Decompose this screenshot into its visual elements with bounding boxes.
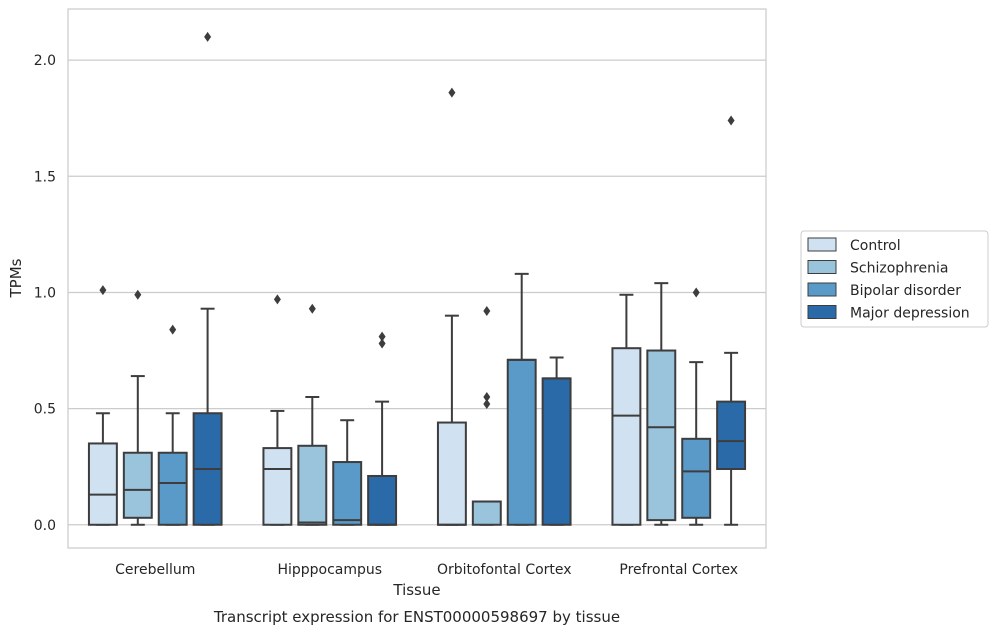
outlier-point bbox=[378, 338, 386, 349]
box-body bbox=[297, 444, 328, 526]
box-control bbox=[436, 87, 467, 526]
box-schizophrenia bbox=[646, 282, 677, 526]
box-control bbox=[87, 285, 118, 526]
y-tick-label: 1.5 bbox=[34, 169, 56, 185]
box-body bbox=[157, 451, 188, 526]
outlier-point bbox=[134, 289, 142, 300]
box-body bbox=[87, 442, 118, 526]
outlier-point bbox=[204, 31, 212, 42]
legend: Control Schizophrenia Bipolar disorder Majo… bbox=[800, 230, 989, 328]
legend-swatch bbox=[807, 260, 837, 274]
box-major-depression bbox=[541, 356, 572, 526]
outlier-point bbox=[378, 331, 386, 342]
x-tick-labels: Cerebellum Hipppocampus Orbitofontal Corte… bbox=[115, 562, 738, 578]
plot-frame bbox=[67, 8, 767, 549]
box-control bbox=[262, 294, 293, 526]
box-schizophrenia bbox=[122, 289, 153, 526]
y-tick-label: 1.0 bbox=[34, 285, 56, 301]
box-body bbox=[332, 461, 363, 526]
y-tick-label: 2.0 bbox=[34, 53, 56, 69]
legend-swatch bbox=[807, 237, 837, 252]
box-body bbox=[262, 447, 293, 526]
outlier-point bbox=[483, 306, 491, 317]
box-body bbox=[611, 347, 642, 526]
box-schizophrenia bbox=[297, 303, 328, 526]
box-body bbox=[506, 358, 537, 526]
legend-label: Schizophrenia bbox=[850, 261, 948, 277]
outlier-point bbox=[99, 285, 107, 296]
box-body bbox=[436, 421, 467, 526]
box-bipolar-disorder bbox=[506, 272, 537, 526]
outlier-point bbox=[448, 87, 456, 98]
y-tick-labels: 0.0 0.5 1.0 1.5 2.0 bbox=[34, 53, 56, 534]
x-tick-label: Prefrontal Cortex bbox=[619, 562, 738, 578]
chart-caption: Transcript expression for ENST0000059869… bbox=[213, 608, 620, 626]
y-tick-label: 0.5 bbox=[34, 402, 56, 418]
x-axis-title: Tissue bbox=[392, 581, 440, 599]
outlier-point bbox=[169, 324, 177, 335]
box-bipolar-disorder bbox=[681, 287, 712, 526]
legend-label: Major depression bbox=[850, 306, 970, 322]
box-bipolar-disorder bbox=[157, 324, 188, 526]
box-body bbox=[541, 377, 572, 526]
box-body bbox=[646, 349, 677, 522]
legend-swatch bbox=[807, 305, 837, 319]
y-tick-label: 0.0 bbox=[34, 518, 56, 534]
legend-swatch bbox=[807, 282, 837, 297]
legend-label: Control bbox=[850, 238, 901, 254]
outlier-point bbox=[483, 398, 491, 409]
y-axis-title: TPMs bbox=[7, 258, 25, 298]
box-body bbox=[681, 437, 712, 519]
box-body bbox=[122, 451, 153, 519]
box-major-depression bbox=[716, 115, 747, 526]
outlier-point bbox=[483, 391, 491, 402]
box-control bbox=[611, 293, 642, 526]
outlier-point bbox=[727, 115, 735, 126]
legend-label: Bipolar disorder bbox=[850, 283, 961, 299]
box-body bbox=[367, 474, 398, 526]
x-tick-label: Hipppocampus bbox=[277, 562, 382, 578]
box-body bbox=[471, 500, 502, 526]
box-bipolar-disorder bbox=[332, 419, 363, 526]
x-tick-label: Orbitofontal Cortex bbox=[437, 562, 572, 578]
box-body bbox=[716, 400, 747, 471]
outlier-point bbox=[308, 303, 316, 314]
x-tick-label: Cerebellum bbox=[115, 562, 195, 578]
legend-frame bbox=[800, 230, 989, 328]
box-schizophrenia bbox=[471, 306, 502, 526]
box-marks bbox=[87, 31, 747, 526]
legend-items: Control Schizophrenia Bipolar disorder Majo… bbox=[807, 237, 970, 322]
outlier-point bbox=[273, 294, 281, 305]
outlier-point bbox=[692, 287, 700, 298]
box-major-depression bbox=[192, 31, 223, 526]
box-major-depression bbox=[367, 331, 398, 526]
